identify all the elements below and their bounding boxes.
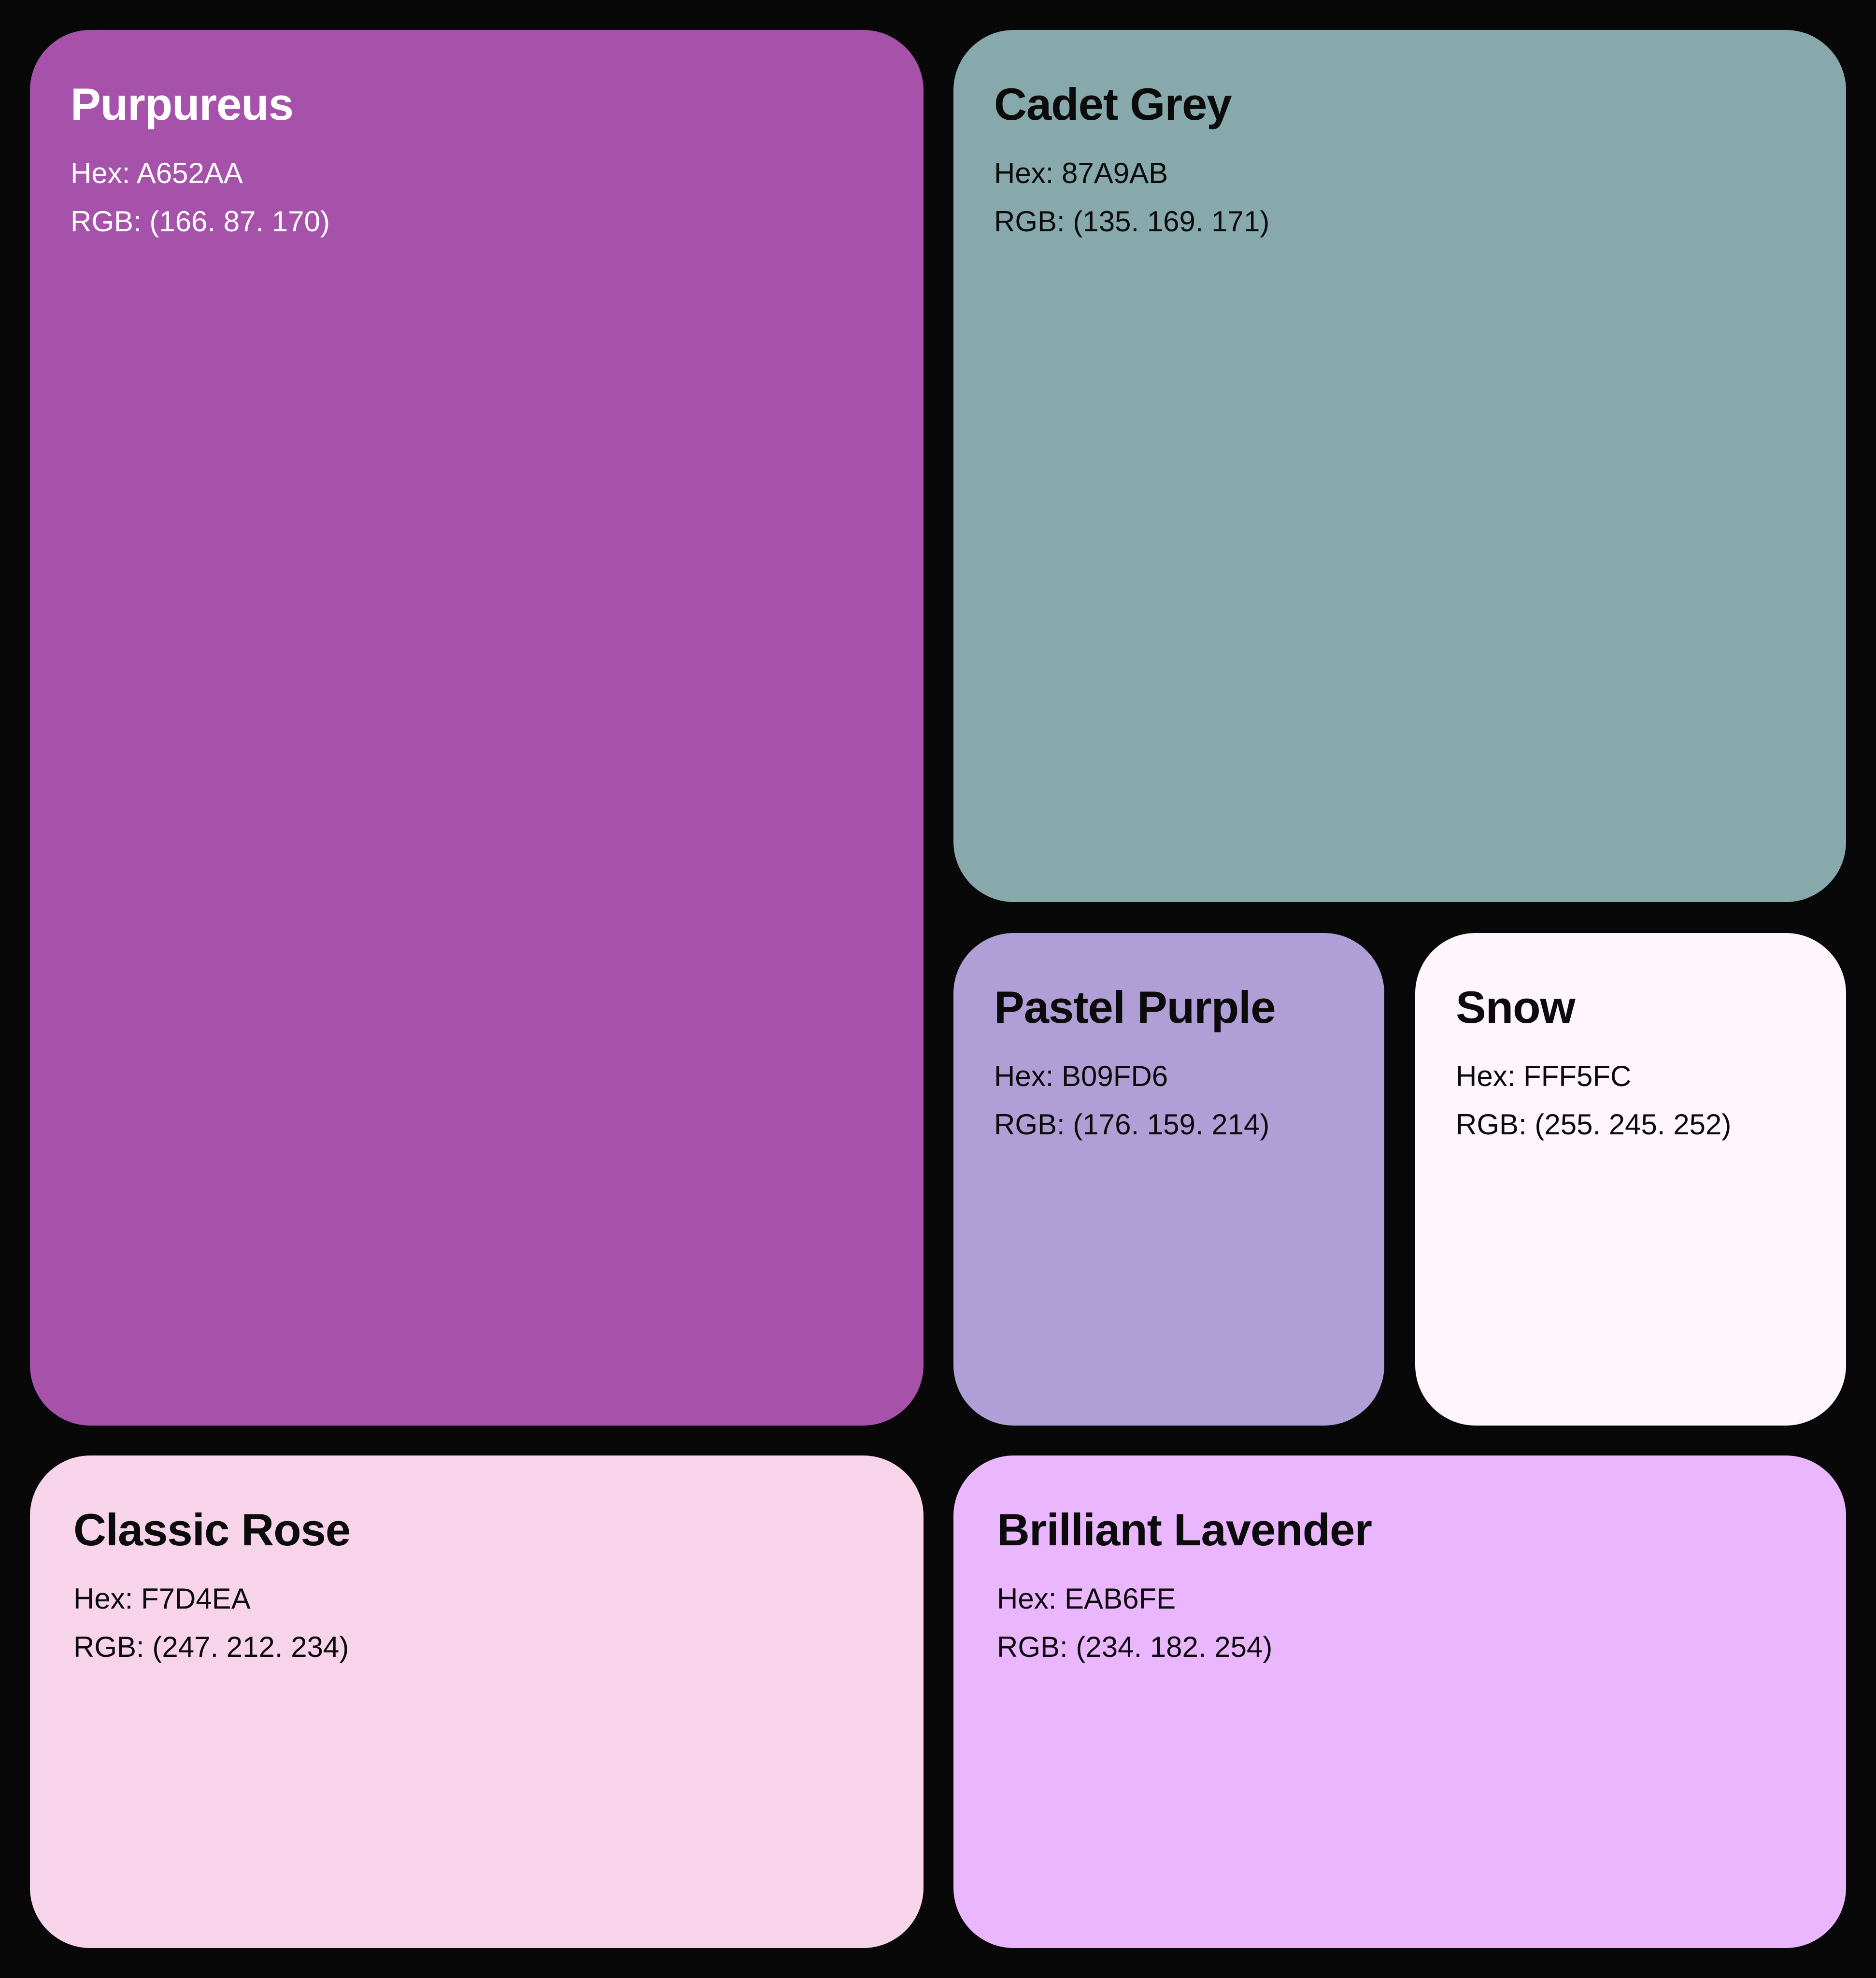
swatch-name: Snow bbox=[1456, 982, 1576, 1032]
swatch-hex: Hex: B09FD6 bbox=[994, 1060, 1168, 1092]
swatch-rgb: RGB: (255. 245. 252) bbox=[1456, 1108, 1732, 1141]
swatch-name: Purpureus bbox=[71, 79, 294, 129]
swatch-snow: Snow Hex: FFF5FC RGB: (255. 245. 252) bbox=[1415, 933, 1846, 1426]
swatch-hex: Hex: FFF5FC bbox=[1456, 1060, 1632, 1092]
swatch-name: Brilliant Lavender bbox=[997, 1504, 1372, 1555]
swatch-rgb: RGB: (135. 169. 171) bbox=[994, 205, 1270, 238]
swatch-pastel-purple: Pastel Purple Hex: B09FD6 RGB: (176. 159… bbox=[953, 933, 1384, 1426]
swatch-name: Pastel Purple bbox=[994, 982, 1276, 1032]
swatch-rgb: RGB: (166. 87. 170) bbox=[71, 205, 330, 238]
swatch-rgb: RGB: (247. 212. 234) bbox=[73, 1631, 349, 1663]
swatch-hex: Hex: EAB6FE bbox=[997, 1582, 1176, 1615]
swatch-brilliant-lavender: Brilliant Lavender Hex: EAB6FE RGB: (234… bbox=[953, 1455, 1846, 1948]
swatch-name: Classic Rose bbox=[73, 1504, 351, 1555]
swatch-cadet-grey: Cadet Grey Hex: 87A9AB RGB: (135. 169. 1… bbox=[953, 30, 1846, 902]
swatch-purpureus: Purpureus Hex: A652AA RGB: (166. 87. 170… bbox=[30, 30, 924, 1426]
swatch-rgb: RGB: (234. 182. 254) bbox=[997, 1631, 1273, 1663]
swatch-hex: Hex: A652AA bbox=[71, 157, 243, 189]
swatch-name: Cadet Grey bbox=[994, 79, 1232, 129]
swatch-hex: Hex: F7D4EA bbox=[73, 1582, 251, 1615]
swatch-rgb: RGB: (176. 159. 214) bbox=[994, 1108, 1270, 1141]
swatch-classic-rose: Classic Rose Hex: F7D4EA RGB: (247. 212.… bbox=[30, 1455, 924, 1948]
swatch-hex: Hex: 87A9AB bbox=[994, 157, 1168, 189]
